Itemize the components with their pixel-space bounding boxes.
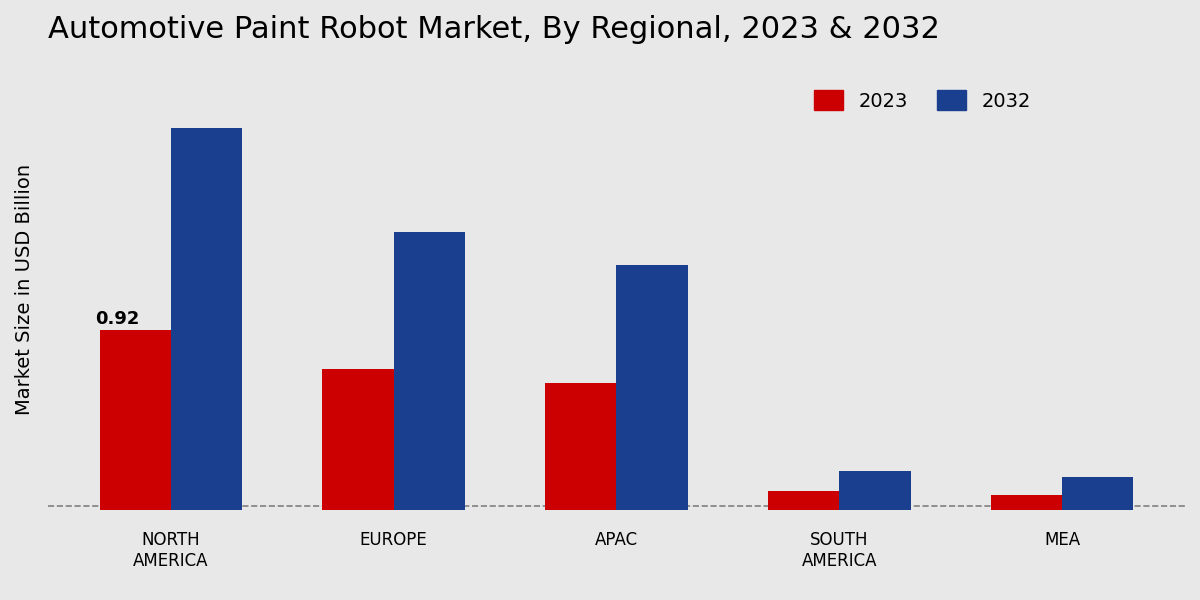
Bar (170, 128, 242, 510)
Text: 0.92: 0.92 (95, 310, 139, 328)
Bar (768, 491, 839, 510)
Bar (545, 383, 617, 510)
Legend: 2023, 2032: 2023, 2032 (806, 82, 1039, 118)
Bar (617, 265, 688, 510)
Y-axis label: Market Size in USD Billion: Market Size in USD Billion (14, 164, 34, 415)
Text: Automotive Paint Robot Market, By Regional, 2023 & 2032: Automotive Paint Robot Market, By Region… (48, 15, 940, 44)
Bar (100, 329, 170, 510)
Bar (991, 494, 1062, 510)
Bar (1062, 477, 1133, 510)
Bar (323, 369, 394, 510)
Bar (394, 232, 464, 510)
Bar (839, 471, 911, 510)
